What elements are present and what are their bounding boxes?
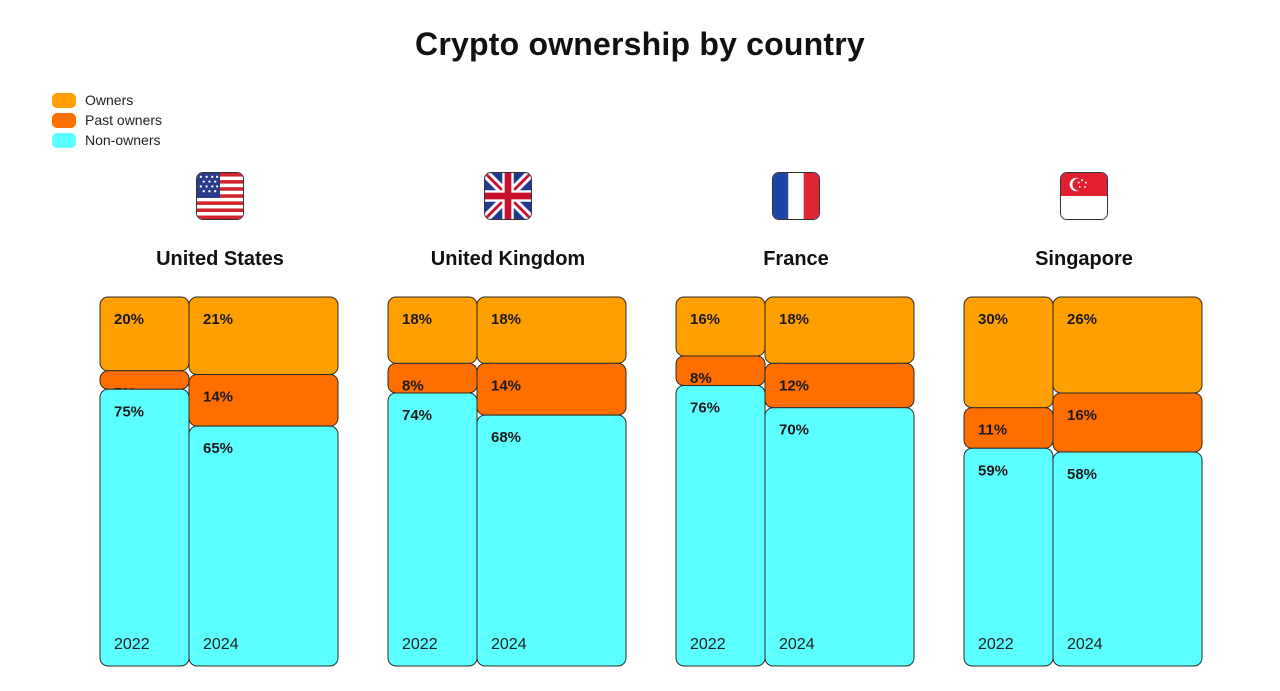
label-france-2022-past-owners: 8% <box>690 370 712 387</box>
country-name-united-states: United States <box>156 248 284 270</box>
bar-united-states-2022-owners <box>99 296 190 372</box>
legend-item-past-owners: Past owners <box>52 110 162 130</box>
country-name-singapore: Singapore <box>1035 248 1133 270</box>
year-label-united-kingdom-2022: 2022 <box>402 636 438 653</box>
bar-united-kingdom-2024-owners <box>476 296 627 364</box>
label-france-2022-owners: 16% <box>690 311 720 328</box>
label-united-states-2024-non-owners: 65% <box>203 440 233 457</box>
legend-item-non-owners: Non-owners <box>52 130 162 150</box>
bar-france-2022-non-owners <box>675 385 766 667</box>
legend-swatch-non-owners <box>52 132 76 148</box>
singapore-flag-icon <box>1060 172 1108 220</box>
label-united-kingdom-2022-past-owners: 8% <box>402 377 424 394</box>
label-singapore-2022-owners: 30% <box>978 311 1008 328</box>
chart-singapore: 30% 11% 59% 2022 26% 16% 58% 2024 <box>963 296 1203 667</box>
bar-france-2024-non-owners <box>764 407 915 667</box>
label-united-states-2022-owners: 20% <box>114 311 144 328</box>
label-france-2024-past-owners: 12% <box>779 377 809 394</box>
chart-united-kingdom: 18% 8% 74% 2022 18% 14% 68% 2024 <box>387 296 627 667</box>
bar-united-kingdom-2022-owners <box>387 296 478 364</box>
bar-singapore-2024-non-owners <box>1052 451 1203 667</box>
label-singapore-2024-owners: 26% <box>1067 311 1097 328</box>
uk-flag-icon <box>484 172 532 220</box>
legend-label-owners: Owners <box>85 92 134 108</box>
label-united-states-2022-non-owners: 75% <box>114 403 144 420</box>
label-united-states-2024-past-owners: 14% <box>203 388 233 405</box>
label-singapore-2024-past-owners: 16% <box>1067 407 1097 424</box>
legend-item-owners: Owners <box>52 90 162 110</box>
year-label-singapore-2024: 2024 <box>1067 636 1103 653</box>
label-united-states-2024-owners: 21% <box>203 311 233 328</box>
year-label-united-states-2024: 2024 <box>203 636 239 653</box>
year-label-france-2022: 2022 <box>690 636 726 653</box>
label-singapore-2022-past-owners: 11% <box>978 422 1007 439</box>
bar-united-kingdom-2022-non-owners <box>387 392 478 667</box>
year-label-france-2024: 2024 <box>779 636 815 653</box>
label-united-kingdom-2022-non-owners: 74% <box>402 407 432 424</box>
legend: Owners Past owners Non-owners <box>52 90 162 150</box>
france-flag-icon <box>772 172 820 220</box>
label-singapore-2024-non-owners: 58% <box>1067 466 1097 483</box>
label-singapore-2022-non-owners: 59% <box>978 462 1008 479</box>
legend-label-non-owners: Non-owners <box>85 132 161 148</box>
label-united-kingdom-2024-non-owners: 68% <box>491 429 521 446</box>
legend-label-past-owners: Past owners <box>85 112 163 128</box>
country-name-france: France <box>763 248 829 270</box>
country-name-united-kingdom: United Kingdom <box>430 248 586 270</box>
bar-singapore-2022-non-owners <box>963 447 1054 667</box>
label-france-2022-non-owners: 76% <box>690 400 720 417</box>
bar-france-2024-owners <box>764 296 915 364</box>
legend-swatch-owners <box>52 92 76 108</box>
label-united-kingdom-2024-owners: 18% <box>491 311 521 328</box>
year-label-united-states-2022: 2022 <box>114 636 150 653</box>
bar-united-states-2022-non-owners <box>99 388 190 667</box>
year-label-singapore-2022: 2022 <box>978 636 1014 653</box>
us-flag-icon <box>196 172 244 220</box>
bar-united-states-2024-owners <box>188 296 339 375</box>
label-united-kingdom-2022-owners: 18% <box>402 311 432 328</box>
chart-title: Crypto ownership by country <box>415 26 865 62</box>
label-united-kingdom-2024-past-owners: 14% <box>491 377 521 394</box>
bar-united-kingdom-2024-non-owners <box>476 414 627 667</box>
year-label-united-kingdom-2024: 2024 <box>491 636 527 653</box>
label-france-2024-non-owners: 70% <box>779 422 809 439</box>
bar-united-states-2024-non-owners <box>188 425 339 667</box>
chart-france: 16% 8% 76% 2022 18% 12% 70% 2024 <box>675 296 915 667</box>
label-france-2024-owners: 18% <box>779 311 809 328</box>
legend-swatch-past-owners <box>52 112 76 128</box>
